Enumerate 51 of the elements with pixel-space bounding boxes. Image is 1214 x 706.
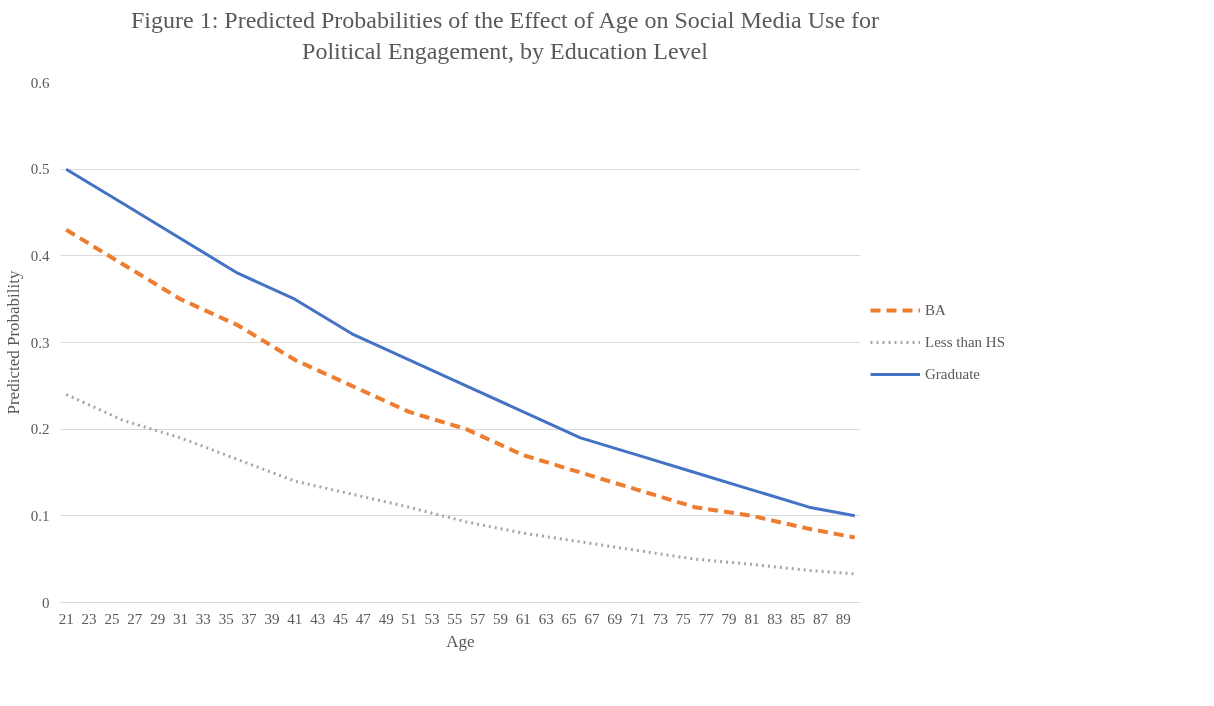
line-series (64, 393, 857, 576)
x-tick-label: 43 (310, 610, 326, 627)
x-tick-label: 37 (241, 610, 258, 627)
x-tick-label: 57 (470, 610, 486, 627)
x-tick-label: 55 (447, 610, 463, 627)
x-tick-label: 71 (630, 610, 646, 627)
x-tick-label: 27 (127, 610, 143, 627)
x-tick-label: 69 (607, 610, 623, 627)
y-axis-title: Predicted Probability (3, 270, 23, 415)
y-tick-label: 0.1 (30, 508, 50, 525)
x-tick-label: 41 (287, 610, 303, 627)
y-tick-label: 0.2 (30, 421, 50, 438)
x-tick-label: 49 (378, 610, 394, 627)
x-tick-label: 73 (653, 610, 668, 627)
x-tick-label: 59 (493, 610, 508, 627)
x-tick-label: 35 (218, 610, 234, 627)
y-tick-label: 0 (42, 594, 50, 611)
x-tick-label: 23 (81, 610, 97, 627)
x-tick-label: 89 (835, 610, 851, 627)
x-axis-title: Age (446, 631, 475, 651)
legend-label: Graduate (925, 365, 980, 383)
x-tick-label: 81 (744, 610, 760, 627)
x-tick-label: 61 (515, 610, 531, 627)
x-tick-label: 63 (538, 610, 554, 627)
x-tick-label: 29 (150, 610, 166, 627)
line-series (64, 168, 857, 518)
y-tick-label: 0.6 (30, 74, 50, 91)
line-series (64, 228, 857, 540)
x-tick-label: 21 (58, 610, 74, 627)
legend-label: Less than HS (925, 333, 1005, 351)
y-tick-label: 0.4 (30, 248, 50, 265)
y-tick-label: 0.3 (30, 334, 50, 351)
legend-label: BA (925, 301, 946, 319)
x-tick-label: 47 (355, 610, 372, 627)
x-tick-label: 65 (561, 610, 577, 627)
x-tick-label: 87 (813, 610, 829, 627)
x-tick-label: 53 (424, 610, 440, 627)
x-tick-label: 33 (195, 610, 211, 627)
x-tick-label: 39 (264, 610, 280, 627)
x-tick-label: 77 (698, 610, 715, 627)
x-tick-label: 51 (401, 610, 417, 627)
x-tick-label: 75 (675, 610, 691, 627)
x-tick-label: 31 (173, 610, 188, 627)
x-tick-label: 25 (104, 610, 120, 627)
x-tick-label: 85 (790, 610, 806, 627)
chart-title: Figure 1: Predicted Probabilities of the Effect of Age on Social Media Use for Political Engagement, by Education Level (130, 6, 880, 67)
x-tick-label: 67 (584, 610, 600, 627)
x-tick-label: 45 (333, 610, 348, 627)
x-tick-label: 83 (767, 610, 783, 627)
x-tick-label: 79 (721, 610, 737, 627)
y-tick-label: 0.5 (30, 161, 50, 178)
